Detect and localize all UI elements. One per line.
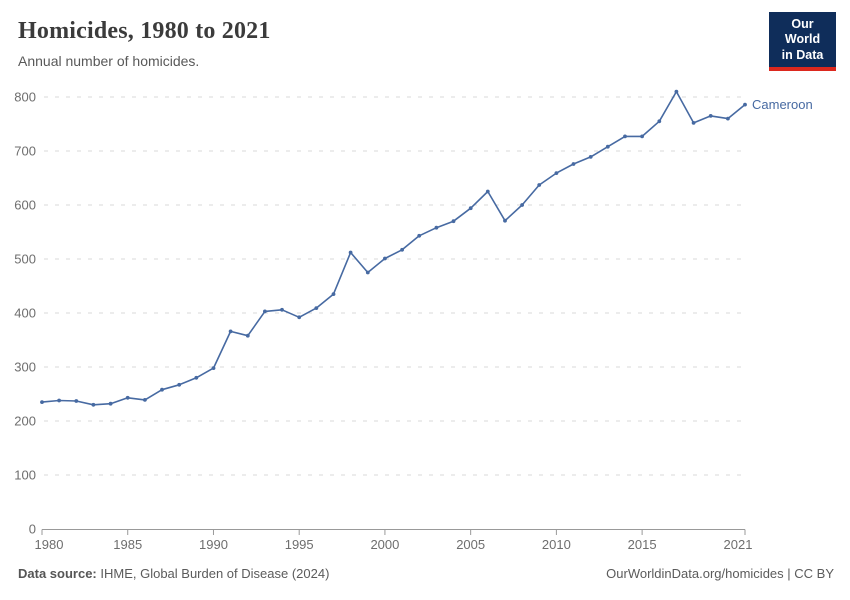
chart-subtitle: Annual number of homicides. [18,53,200,69]
data-point-1994 [280,307,284,312]
data-point-2016 [657,119,662,124]
x-axis-tick-label: 2000 [370,537,399,552]
data-point-1990 [211,366,216,370]
cameroon-line [41,90,746,406]
data-point-1995 [297,315,302,320]
owid-logo-line2: in Data [781,47,824,62]
y-axis-tick-label: 0 [29,522,36,537]
x-axis-tick-label: 1985 [113,537,142,552]
x-axis-tick-label: 2010 [542,537,571,552]
data-point-2000 [383,256,387,261]
y-axis-tick-label: 600 [14,198,36,213]
series-label-cameroon[interactable]: Cameroon [752,97,813,112]
credit-link[interactable]: OurWorldinData.org/homicides | CC BY [606,566,834,581]
y-axis-tick-label: 300 [14,360,36,375]
data-point-2001 [400,247,404,252]
page-title: Homicides, 1980 to 2021 [18,18,271,44]
data-point-2010 [554,171,559,175]
owid-logo[interactable]: Our World in Data [769,12,836,71]
data-point-2009 [537,183,542,187]
data-point-2021 [743,102,747,107]
data-point-2005 [468,206,473,211]
data-point-2020 [726,116,730,121]
data-point-1992 [245,333,250,338]
data-point-2013 [605,144,610,149]
y-axis-tick-label: 200 [14,414,36,429]
data-point-1996 [314,306,319,310]
chart-canvas: 0 100 200 300 400 500 600 700 800 1980 1985 1990 199… [14,89,813,553]
data-point-1991 [228,329,233,334]
x-axis-tick-label: 2015 [628,537,657,552]
line-chart: 0 100 200 300 400 500 600 700 800 1980 1985 1990 199… [0,80,850,558]
data-point-1988 [177,382,182,387]
data-point-2014 [623,134,627,139]
data-point-1984 [108,401,113,406]
x-axis-tick-label: 2005 [456,537,485,552]
data-point-2007 [503,218,507,223]
data-source-label: Data source: [18,566,97,581]
data-point-1998 [348,250,353,255]
data-source-text: IHME, Global Burden of Disease (2024) [96,566,330,581]
data-point-1986 [143,398,147,402]
y-axis-tick-label: 100 [14,468,36,483]
x-axis-tick-label: 1995 [285,537,314,552]
data-source: Data source: IHME, Global Burden of Dise… [18,566,329,581]
y-axis-tick-label: 700 [14,144,36,159]
owid-logo-line1: Our World [784,17,821,47]
data-point-1982 [74,399,79,403]
chart-header: Homicides, 1980 to 2021 Annual number of… [0,0,850,80]
data-point-2017 [674,89,679,94]
data-point-2003 [434,225,439,230]
data-point-1985 [125,395,130,400]
data-point-1981 [57,398,61,403]
data-point-1987 [160,387,164,392]
data-point-2012 [588,155,593,159]
data-point-2015 [640,134,644,139]
data-point-2011 [571,162,576,166]
y-axis-tick-label: 500 [14,252,36,267]
data-point-2008 [520,203,524,207]
data-point-2018 [691,121,696,125]
y-axis-tick-label: 400 [14,306,36,321]
data-point-2006 [485,189,490,194]
data-point-1983 [91,402,96,407]
data-point-2004 [451,219,456,224]
data-point-1999 [365,270,370,275]
x-axis-tick-label: 1980 [35,537,64,552]
data-point-1980 [40,400,44,404]
y-axis-tick-label: 800 [14,90,36,105]
x-axis-tick-label: 1990 [199,537,228,552]
data-point-2002 [417,233,422,238]
data-point-2019 [708,114,713,118]
x-axis-tick-label: 2021 [724,537,753,552]
chart-footer: Data source: IHME, Global Burden of Dise… [0,558,850,600]
data-point-1997 [331,292,336,296]
data-point-1989 [194,375,199,380]
data-point-1993 [263,309,267,314]
